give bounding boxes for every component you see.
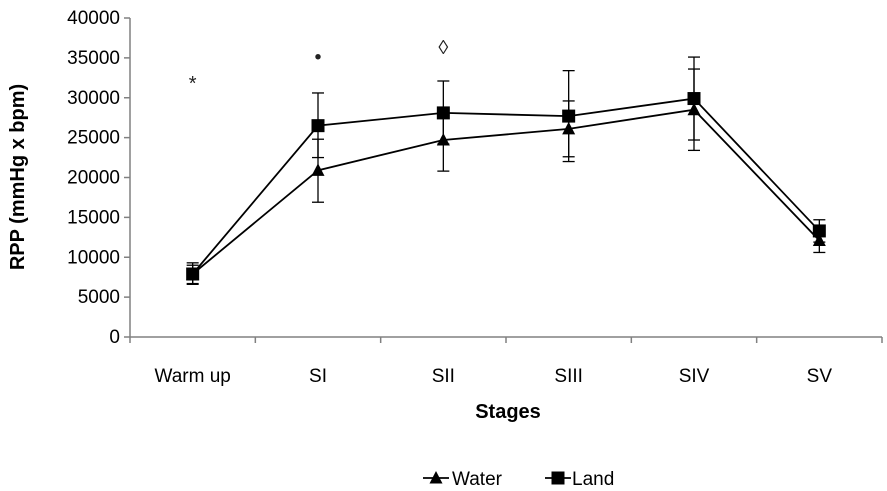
y-tick-label: 25000 [67, 128, 120, 149]
land-point [562, 109, 576, 123]
x-tick-label: SIII [554, 366, 583, 387]
legend-water-label: Water [452, 469, 503, 490]
y-tick-label: 0 [109, 327, 120, 348]
annotations: * • ◊ [189, 37, 449, 95]
x-axis-title: Stages [475, 401, 541, 423]
water-series-line [192, 108, 820, 275]
land-point [812, 224, 826, 238]
legend-land-label: Land [572, 469, 614, 490]
water-point [311, 163, 325, 176]
x-tick-label: Warm up [154, 366, 230, 387]
y-tick-label: 35000 [67, 48, 120, 69]
legend-land-marker [551, 471, 565, 485]
y-tick-label: 40000 [67, 8, 120, 29]
y-tick-label: 15000 [67, 207, 120, 228]
plot-area: 0 5000 10000 15000 20000 25000 30000 35000 40000… [67, 8, 883, 387]
significance-marker: • [314, 46, 321, 68]
y-axis-title: RPP (mmHg x bpm) [7, 84, 29, 270]
legend: Water Land [423, 469, 614, 490]
y-tick-label: 20000 [67, 168, 120, 189]
land-point [436, 106, 450, 120]
x-tick-label: SII [432, 366, 455, 387]
land-point [687, 92, 701, 106]
land-series-line [191, 97, 820, 275]
land-point [186, 267, 200, 281]
y-tick-label: 5000 [78, 287, 120, 308]
legend-water-marker [429, 471, 443, 484]
x-tick-label: SV [807, 366, 833, 387]
land-point [311, 119, 325, 133]
x-tick-label: SIV [679, 366, 710, 387]
significance-marker: ◊ [438, 37, 448, 59]
significance-marker: * [189, 73, 197, 95]
x-tick-label: SI [309, 366, 327, 387]
y-tick-label: 30000 [67, 88, 120, 109]
y-tick-label: 10000 [67, 247, 120, 268]
